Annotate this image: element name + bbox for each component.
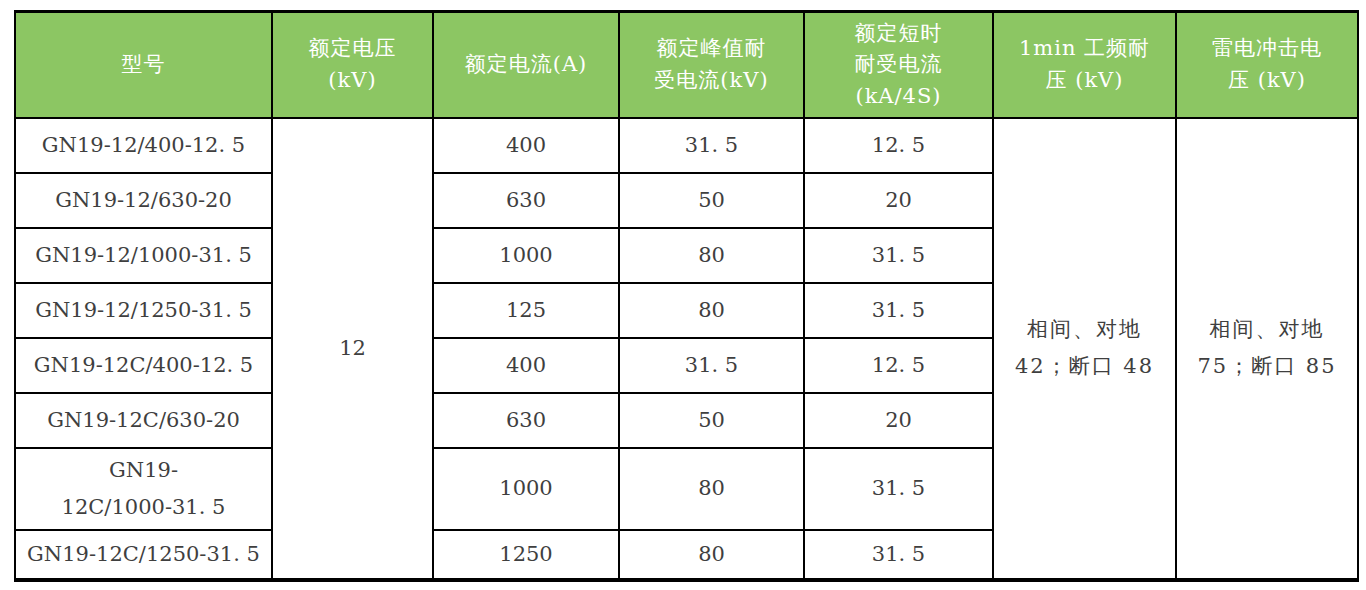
short-time-withstand-cell: 31. 5 [804, 530, 993, 580]
peak-withstand-cell: 50 [619, 393, 804, 448]
peak-withstand-cell: 80 [619, 283, 804, 338]
short-time-withstand-cell: 31. 5 [804, 283, 993, 338]
col-header-short-time-withstand-current: 额定短时 耐受电流 (kA/4S) [804, 12, 993, 118]
col-header-model: 型号 [15, 12, 272, 118]
short-time-withstand-cell: 12. 5 [804, 118, 993, 173]
peak-withstand-cell: 31. 5 [619, 338, 804, 393]
rated-current-cell: 1000 [433, 448, 619, 530]
header-row: 型号 额定电压 (kV) 额定电流(A) 额定峰值耐 受电流(kV) 额定短时 … [15, 12, 1358, 118]
col-header-rated-voltage: 额定电压 (kV) [272, 12, 433, 118]
model-cell: GN19-12/1000-31. 5 [15, 228, 272, 283]
peak-withstand-cell: 80 [619, 228, 804, 283]
rated-current-cell: 1000 [433, 228, 619, 283]
product-spec-table: 型号 额定电压 (kV) 额定电流(A) 额定峰值耐 受电流(kV) 额定短时 … [14, 10, 1359, 582]
col-header-rated-current: 额定电流(A) [433, 12, 619, 118]
rated-current-cell: 1250 [433, 530, 619, 580]
col-header-power-frequency-withstand: 1min 工频耐 压 (kV) [993, 12, 1176, 118]
model-cell: GN19-12C/400-12. 5 [15, 338, 272, 393]
short-time-withstand-cell: 12. 5 [804, 338, 993, 393]
rated-current-cell: 630 [433, 393, 619, 448]
model-cell: GN19- 12C/1000-31. 5 [15, 448, 272, 530]
rated-current-cell: 400 [433, 338, 619, 393]
power-frequency-merged-cell: 相间、对地 42；断口 48 [993, 118, 1176, 580]
table-row: GN19-12/400-12. 5 12 400 31. 5 12. 5 相间、… [15, 118, 1358, 173]
peak-withstand-cell: 50 [619, 173, 804, 228]
model-cell: GN19-12C/630-20 [15, 393, 272, 448]
short-time-withstand-cell: 20 [804, 393, 993, 448]
col-header-lightning-impulse: 雷电冲击电 压 (kV) [1176, 12, 1358, 118]
peak-withstand-cell: 80 [619, 530, 804, 580]
rated-current-cell: 125 [433, 283, 619, 338]
peak-withstand-cell: 80 [619, 448, 804, 530]
model-cell: GN19-12C/1250-31. 5 [15, 530, 272, 580]
model-cell: GN19-12/630-20 [15, 173, 272, 228]
short-time-withstand-cell: 20 [804, 173, 993, 228]
short-time-withstand-cell: 31. 5 [804, 448, 993, 530]
model-cell: GN19-12/400-12. 5 [15, 118, 272, 173]
peak-withstand-cell: 31. 5 [619, 118, 804, 173]
rated-current-cell: 400 [433, 118, 619, 173]
col-header-peak-withstand-current: 额定峰值耐 受电流(kV) [619, 12, 804, 118]
rated-current-cell: 630 [433, 173, 619, 228]
model-cell: GN19-12/1250-31. 5 [15, 283, 272, 338]
rated-voltage-merged-cell: 12 [272, 118, 433, 580]
lightning-impulse-merged-cell: 相间、对地 75；断口 85 [1176, 118, 1358, 580]
short-time-withstand-cell: 31. 5 [804, 228, 993, 283]
